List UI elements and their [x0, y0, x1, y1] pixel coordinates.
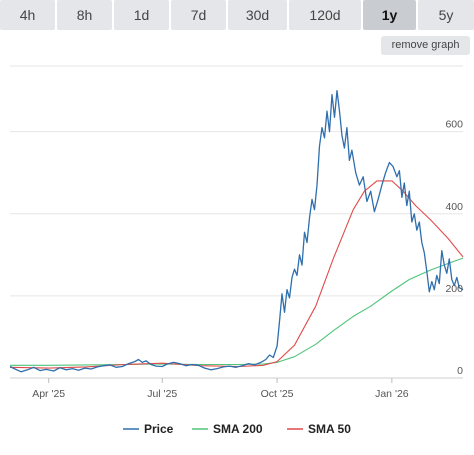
tab-120d[interactable]: 120d	[289, 0, 361, 30]
legend-item-price[interactable]: Price	[144, 422, 174, 436]
tab-5y[interactable]: 5y	[418, 0, 474, 30]
remove-graph-button[interactable]: remove graph	[381, 36, 470, 55]
axis-labels: 0 200 400 600 Apr '25 Jul '25 Oct '25 Jan '26	[32, 119, 463, 400]
y-tick-label: 200	[445, 283, 463, 295]
legend-item-sma-50[interactable]: SMA 50	[308, 422, 351, 436]
time-range-tabs: 4h 8h 1d 7d 30d 120d 1y 5y	[0, 0, 474, 30]
tab-1y[interactable]: 1y	[363, 0, 416, 30]
tab-30d[interactable]: 30d	[228, 0, 287, 30]
series-line-sma-200	[10, 257, 464, 366]
series-line-sma-50	[9, 180, 464, 369]
y-tick-label: 0	[457, 365, 463, 377]
tab-1d[interactable]: 1d	[114, 0, 169, 30]
price-chart: 0 200 400 600 Apr '25 Jul '25 Oct '25 Jan '26 P…	[9, 65, 464, 436]
y-tick-label: 400	[445, 201, 463, 213]
tab-4h[interactable]: 4h	[0, 0, 55, 30]
x-tick-label: Oct '25	[261, 388, 294, 400]
series-lines	[9, 89, 464, 373]
legend-item-sma-200[interactable]: SMA 200	[213, 422, 263, 436]
tab-7d[interactable]: 7d	[171, 0, 226, 30]
x-tick-label: Jul '25	[147, 388, 177, 400]
series-line-price	[9, 89, 464, 373]
tab-8h[interactable]: 8h	[57, 0, 112, 30]
chart-legend: Price SMA 200 SMA 50	[123, 422, 351, 436]
x-tick-label: Apr '25	[32, 388, 65, 400]
y-tick-label: 600	[445, 119, 463, 131]
grid-lines	[10, 65, 463, 383]
x-tick-label: Jan '26	[375, 388, 409, 400]
